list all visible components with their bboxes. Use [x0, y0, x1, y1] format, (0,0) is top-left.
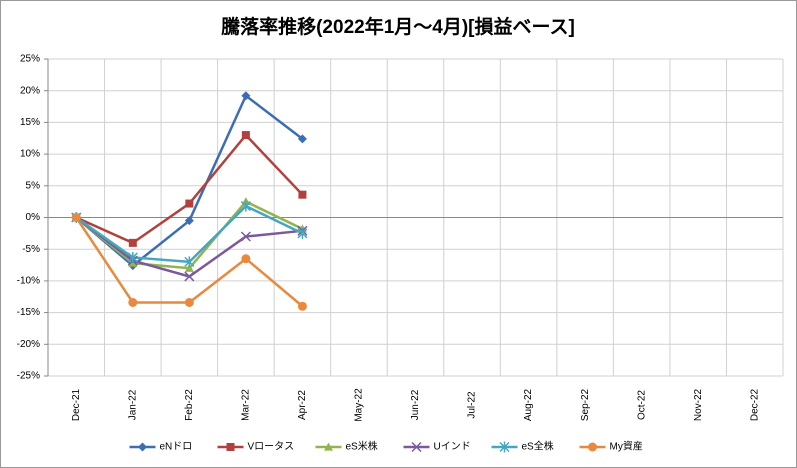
y-tick-label: 20%	[20, 85, 40, 96]
marker	[127, 251, 138, 263]
x-tick-label: Nov-22	[693, 388, 704, 421]
marker	[128, 238, 137, 247]
x-tick-label: Feb-22	[184, 389, 195, 421]
marker	[138, 442, 147, 452]
chart-title: 騰落率推移(2022年1月～4月)[損益ベース]	[220, 15, 575, 38]
y-tick-label: 10%	[20, 149, 40, 160]
marker	[241, 254, 251, 264]
marker	[241, 91, 251, 101]
marker	[324, 442, 333, 451]
y-tick-label: -10%	[17, 276, 40, 287]
y-tick-label: -20%	[17, 339, 40, 350]
marker	[411, 441, 422, 453]
marker	[71, 213, 81, 222]
legend-label: Uインド	[434, 442, 471, 453]
marker	[240, 231, 251, 242]
marker	[240, 200, 251, 212]
y-tick-label: -15%	[17, 307, 40, 318]
x-tick-label: Jun-22	[410, 389, 421, 420]
x-tick-label: Sep-22	[580, 388, 591, 421]
y-tick-label: 25%	[20, 54, 40, 65]
marker	[588, 442, 597, 452]
legend-label: eS全株	[522, 440, 554, 453]
marker	[297, 134, 307, 144]
x-tick-label: Aug-22	[523, 388, 534, 421]
legend-label: Vロータス	[248, 441, 295, 453]
marker	[184, 216, 194, 226]
marker	[226, 443, 235, 451]
marker	[184, 297, 194, 307]
marker	[298, 190, 307, 199]
y-tick-label: 5%	[26, 180, 41, 191]
x-tick-label: Jan-22	[127, 389, 138, 420]
marker	[297, 227, 308, 239]
x-tick-label: Oct-22	[636, 390, 647, 420]
legend-label: My資産	[610, 440, 643, 453]
x-tick-label: Dec-22	[749, 388, 760, 421]
x-tick-label: May-22	[354, 388, 365, 422]
marker	[297, 301, 307, 311]
marker	[184, 263, 194, 272]
marker	[184, 256, 195, 268]
x-tick-label: Mar-22	[241, 389, 252, 421]
marker	[499, 441, 510, 453]
legend-label: eNドロ	[160, 442, 193, 453]
x-tick-label: Dec-21	[71, 388, 82, 421]
y-tick-label: -5%	[22, 244, 40, 255]
marker	[185, 199, 194, 208]
y-tick-label: 0%	[26, 212, 41, 223]
legend-label: eS米株	[346, 440, 378, 453]
marker	[128, 297, 138, 307]
y-tick-label: 15%	[20, 117, 40, 128]
x-tick-label: Apr-22	[297, 390, 308, 420]
y-tick-label: -25%	[17, 371, 40, 382]
x-tick-label: Jul-22	[467, 391, 478, 419]
marker	[241, 131, 250, 140]
marker	[184, 271, 195, 282]
